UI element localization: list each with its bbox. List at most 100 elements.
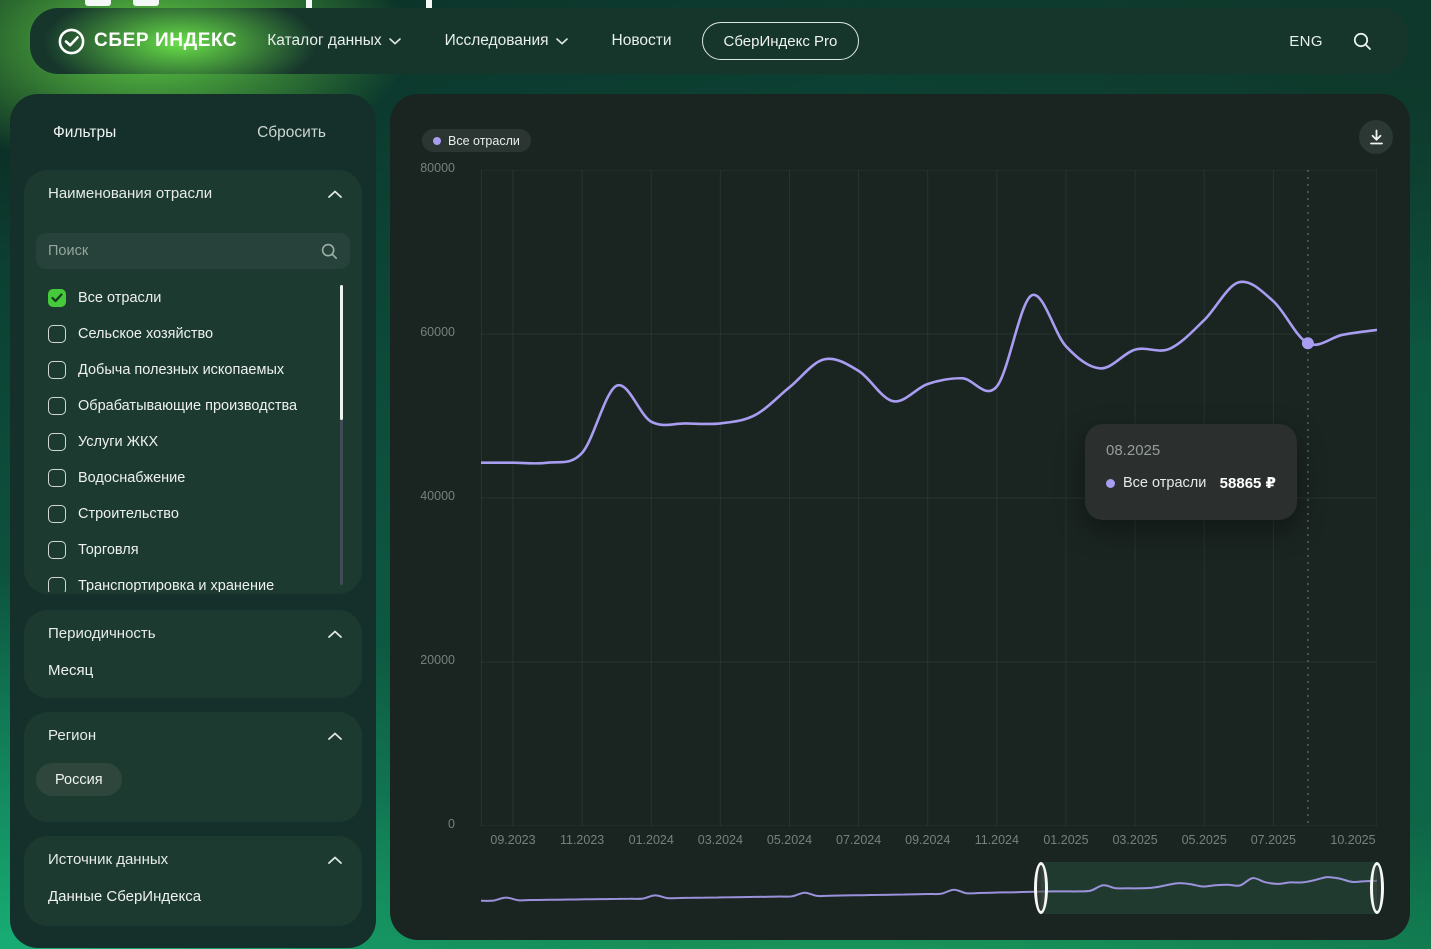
y-tick-label: 80000 — [420, 161, 455, 175]
checkbox-unchecked[interactable] — [48, 469, 66, 487]
download-icon — [1369, 129, 1383, 144]
nav-item-label: Каталог данных — [267, 32, 382, 49]
region-card-header[interactable]: Регион — [48, 727, 342, 744]
periodicity-value[interactable]: Месяц — [48, 662, 94, 679]
industry-list-scrollbar — [340, 285, 343, 585]
tooltip-series-label: Все отрасли — [1123, 475, 1207, 491]
nav-item-catalog[interactable]: Каталог данных — [267, 32, 401, 50]
checkbox-checked[interactable] — [48, 289, 66, 307]
industries-title: Наименования отрасли — [48, 185, 213, 202]
y-tick-label: 60000 — [420, 325, 455, 339]
sber-logo-icon — [58, 28, 85, 54]
checkbox-unchecked[interactable] — [48, 505, 66, 523]
checkbox-unchecked[interactable] — [48, 361, 66, 379]
checkbox-unchecked[interactable] — [48, 433, 66, 451]
x-axis: 09.2023 11.2023 01.2024 03.2024 05.2024 07.20… — [481, 833, 1377, 849]
region-title: Регион — [48, 727, 97, 744]
sidebar-header: Фильтры Сбросить — [53, 124, 326, 142]
industry-option-label: Транспортировка и хранение — [78, 578, 275, 592]
industry-option-label: Услуги ЖКХ — [78, 434, 159, 450]
brush-svg — [480, 862, 1378, 914]
checkbox-unchecked[interactable] — [48, 541, 66, 559]
chevron-up-icon[interactable] — [328, 856, 342, 864]
nav-item-label: Новости — [611, 32, 672, 49]
industry-search-input[interactable] — [48, 243, 321, 259]
checkbox-unchecked[interactable] — [48, 577, 66, 592]
periodicity-filter-card: Периодичность Месяц — [24, 610, 362, 698]
industry-option[interactable]: Водоснабжение — [36, 460, 338, 496]
y-tick-label: 20000 — [420, 653, 455, 667]
tooltip-row: Все отрасли 58865 ₽ — [1106, 474, 1276, 492]
x-tick-label: 03.2024 — [697, 833, 743, 847]
industry-search — [36, 233, 350, 269]
source-value[interactable]: Данные СберИндекса — [48, 888, 202, 905]
industry-list: Все отрасли Сельское хозяйство Добыча поле… — [36, 280, 338, 592]
industry-option[interactable]: Услуги ЖКХ — [36, 424, 338, 460]
filters-sidebar: Фильтры Сбросить Наименования отрасли Вс… — [10, 94, 376, 948]
industry-option-label: Торговля — [78, 542, 139, 558]
brush-handle-left[interactable] — [1034, 862, 1048, 914]
y-axis: 80000 60000 40000 20000 0 — [390, 161, 468, 831]
time-range-brush[interactable] — [480, 862, 1378, 914]
nav-item-research[interactable]: Исследования — [445, 32, 568, 50]
y-tick-label: 0 — [448, 817, 455, 831]
chart-tooltip: 08.2025 Все отрасли 58865 ₽ — [1085, 424, 1297, 520]
industries-filter-card: Наименования отрасли Все отрасли Сельское… — [24, 170, 362, 594]
x-tick-label: 07.2025 — [1250, 833, 1296, 847]
source-filter-card: Источник данных Данные СберИндекса — [24, 836, 362, 926]
nav-item-label: Исследования — [444, 32, 549, 49]
industry-option[interactable]: Добыча полезных ископаемых — [36, 352, 338, 388]
x-tick-label: 09.2024 — [905, 833, 951, 847]
source-card-header[interactable]: Источник данных — [48, 851, 342, 868]
clipped-heading-fragment — [426, 0, 432, 9]
region-chip[interactable]: Россия — [36, 763, 122, 796]
source-title: Источник данных — [48, 851, 169, 868]
reset-filters-button[interactable]: Сбросить — [257, 124, 326, 141]
tooltip-date: 08.2025 — [1106, 442, 1161, 459]
legend-dot — [433, 136, 441, 145]
checkbox-unchecked[interactable] — [48, 325, 66, 343]
check-icon — [51, 293, 63, 303]
tooltip-series-dot — [1106, 478, 1115, 488]
clipped-heading-fragment — [306, 0, 312, 8]
chevron-down-icon — [388, 37, 401, 44]
x-tick-label: 03.2025 — [1112, 833, 1158, 847]
industry-option-label: Водоснабжение — [78, 470, 186, 486]
sberindex-pro-button[interactable]: СберИндекс Pro — [701, 22, 860, 60]
legend-label: Все отрасли — [448, 133, 520, 148]
chevron-up-icon[interactable] — [328, 732, 342, 740]
nav-item-news[interactable]: Новости — [612, 32, 672, 50]
chart-panel: Все отрасли 80000 60000 40000 20000 0 09.202… — [390, 94, 1410, 940]
region-filter-card: Регион Россия — [24, 712, 362, 822]
nav-menu: Каталог данных Исследования Новости — [267, 32, 671, 50]
logo-text: СБЕР ИНДЕКС — [94, 30, 238, 51]
checkbox-unchecked[interactable] — [48, 397, 66, 415]
industry-option[interactable]: Транспортировка и хранение — [36, 568, 338, 592]
scrollbar-thumb[interactable] — [340, 285, 343, 420]
industry-option[interactable]: Строительство — [36, 496, 338, 532]
clipped-heading-fragment — [85, 0, 111, 6]
industry-option[interactable]: Все отрасли — [36, 280, 338, 316]
chevron-up-icon[interactable] — [328, 190, 342, 198]
x-tick-label: 05.2025 — [1181, 833, 1227, 847]
brush-handle-right[interactable] — [1370, 862, 1384, 914]
periodicity-card-header[interactable]: Периодичность — [48, 625, 342, 642]
legend-chip[interactable]: Все отрасли — [422, 129, 531, 152]
logo[interactable]: СБЕР ИНДЕКС — [58, 28, 237, 55]
search-icon[interactable] — [1353, 32, 1372, 51]
chevron-up-icon[interactable] — [328, 630, 342, 638]
industry-option[interactable]: Сельское хозяйство — [36, 316, 338, 352]
industry-option[interactable]: Обрабатывающие производства — [36, 388, 338, 424]
tooltip-value: 58865 ₽ — [1219, 475, 1276, 492]
x-tick-label: 07.2024 — [836, 833, 882, 847]
industry-option[interactable]: Торговля — [36, 532, 338, 568]
x-tick-label: 09.2023 — [490, 833, 536, 847]
download-button[interactable] — [1359, 120, 1393, 154]
search-icon[interactable] — [321, 243, 338, 260]
industry-option-label: Сельское хозяйство — [78, 326, 214, 342]
x-tick-label: 05.2024 — [766, 833, 813, 847]
industries-card-header[interactable]: Наименования отрасли — [48, 185, 342, 202]
language-toggle[interactable]: ENG — [1289, 32, 1323, 50]
x-tick-label: 11.2023 — [559, 833, 605, 847]
